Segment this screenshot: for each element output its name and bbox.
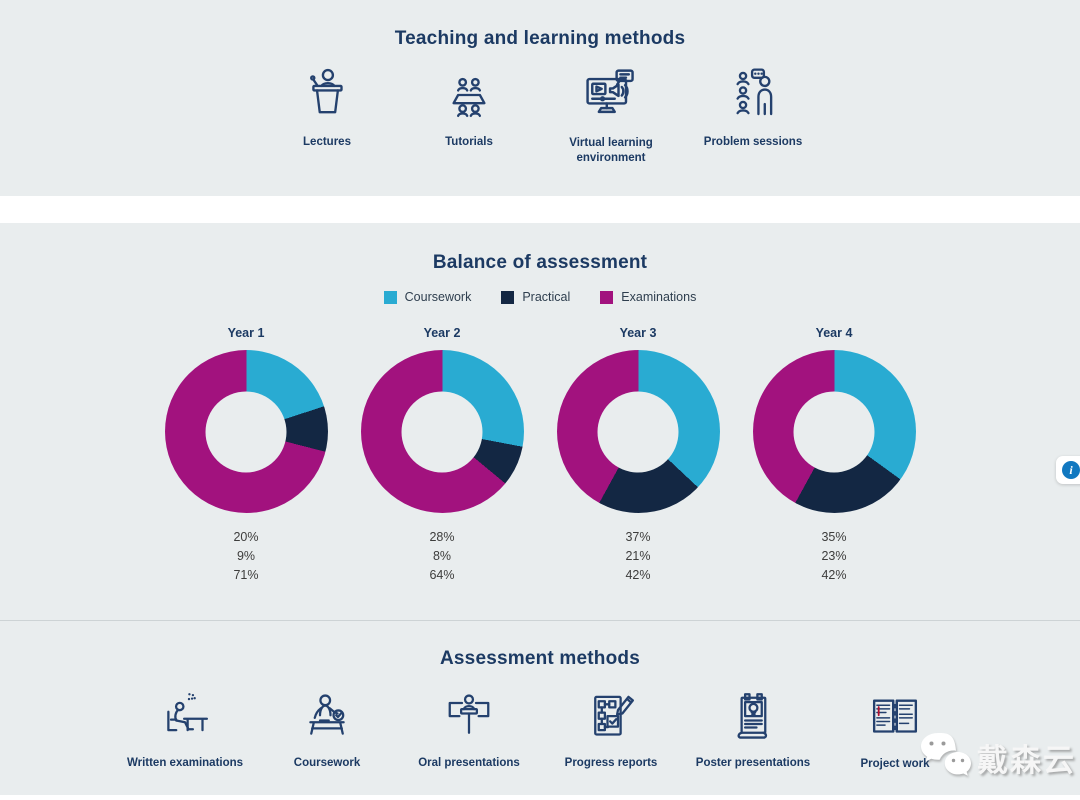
percent-practical: 9% xyxy=(236,549,256,563)
percent-practical: 23% xyxy=(821,549,847,563)
teaching-method-label: Tutorials xyxy=(445,136,493,148)
virtual-learning-environment-icon xyxy=(581,64,641,126)
legend-label: Coursework xyxy=(404,290,472,304)
donut-hole xyxy=(401,391,483,472)
donut-chart xyxy=(164,350,328,513)
problem-sessions-icon xyxy=(724,64,782,126)
assessment-method-label: Coursework xyxy=(293,757,361,769)
donut-chart-year-1: Year 1 20% 9% 71% xyxy=(148,326,344,585)
tutorials-icon xyxy=(440,64,498,126)
legend-label: Practical xyxy=(522,290,571,304)
percent-list: 28% 8% 64% xyxy=(344,528,540,585)
assessment-method-label: Written examinations xyxy=(126,757,244,769)
teaching-methods-list: Lectures Tutorials xyxy=(0,64,1080,166)
coursework-icon xyxy=(299,686,355,748)
chart-title: Year 1 xyxy=(227,326,265,340)
balance-of-assessment-section: Balance of assessment Coursework Practic… xyxy=(0,223,1080,621)
donut-hole xyxy=(793,391,875,472)
teaching-method-lectures: Lectures xyxy=(256,64,398,150)
written-examinations-icon xyxy=(157,686,213,748)
donut-hole xyxy=(597,391,679,472)
oral-presentations-icon xyxy=(441,686,497,748)
percent-examinations: 71% xyxy=(233,568,259,582)
legend-item-examinations: Examinations xyxy=(600,290,696,304)
percent-list: 37% 21% 42% xyxy=(540,528,736,585)
practical-swatch xyxy=(501,290,515,304)
info-icon[interactable]: i xyxy=(1062,461,1080,479)
examinations-swatch xyxy=(600,290,614,304)
balance-of-assessment-title: Balance of assessment xyxy=(432,252,648,273)
percent-examinations: 42% xyxy=(821,568,847,582)
donut-chart xyxy=(556,350,720,513)
assessment-method-poster-presentations: Poster presentations xyxy=(682,686,824,771)
assessment-method-project-work: Project work xyxy=(824,686,966,772)
chart-title: Year 2 xyxy=(423,326,461,340)
assessment-method-oral-presentations: Oral presentations xyxy=(398,686,540,771)
percent-coursework: 28% xyxy=(429,530,455,544)
assessment-method-label: Progress reports xyxy=(564,757,658,769)
donut-charts-row: Year 1 20% 9% 71% Year 2 28% 8% 64% Year xyxy=(0,326,1080,585)
percent-examinations: 42% xyxy=(625,568,651,582)
percent-list: 20% 9% 71% xyxy=(148,528,344,585)
donut-chart-year-4: Year 4 35% 23% 42% xyxy=(736,326,932,585)
teaching-method-label: Lectures xyxy=(303,136,351,148)
teaching-method-vle: Virtual learning environment xyxy=(540,64,682,166)
assessment-method-progress-reports: Progress reports xyxy=(540,686,682,771)
legend-label: Examinations xyxy=(621,290,697,304)
percent-coursework: 35% xyxy=(821,530,847,544)
chart-title: Year 3 xyxy=(619,326,657,340)
poster-presentations-icon xyxy=(725,686,781,748)
chart-legend: Coursework Practical Examinations xyxy=(0,290,1080,304)
donut-chart-year-2: Year 2 28% 8% 64% xyxy=(344,326,540,585)
donut-chart-year-3: Year 3 37% 21% 42% xyxy=(540,326,736,585)
legend-item-practical: Practical xyxy=(501,290,570,304)
assessment-methods-section: Assessment methods Written examinations xyxy=(0,621,1080,795)
project-work-icon xyxy=(866,686,924,748)
chart-title: Year 4 xyxy=(815,326,853,340)
lectures-icon xyxy=(298,64,356,126)
assessment-method-coursework: Coursework xyxy=(256,686,398,771)
teaching-methods-section: Teaching and learning methods Lectures xyxy=(0,0,1080,196)
assessment-methods-list: Written examinations Coursework xyxy=(0,686,1080,772)
percent-examinations: 64% xyxy=(429,568,455,582)
percent-list: 35% 23% 42% xyxy=(736,528,932,585)
teaching-method-label: Problem sessions xyxy=(703,136,803,148)
teaching-methods-title: Teaching and learning methods xyxy=(394,28,686,49)
coursework-swatch xyxy=(383,290,397,304)
percent-practical: 8% xyxy=(432,549,452,563)
assessment-method-label: Project work xyxy=(860,758,930,770)
teaching-method-problem-sessions: Problem sessions xyxy=(682,64,824,150)
donut-chart xyxy=(360,350,524,513)
progress-reports-icon xyxy=(583,686,639,748)
donut-hole xyxy=(205,391,287,472)
assessment-methods-title: Assessment methods xyxy=(439,648,640,669)
teaching-method-label: Virtual learning environment xyxy=(569,137,653,164)
assessment-method-label: Poster presentations xyxy=(695,757,811,769)
percent-coursework: 20% xyxy=(233,530,259,544)
legend-item-coursework: Coursework xyxy=(383,290,472,304)
percent-practical: 21% xyxy=(625,549,651,563)
assessment-method-written-examinations: Written examinations xyxy=(114,686,256,771)
donut-chart xyxy=(752,350,916,513)
teaching-method-tutorials: Tutorials xyxy=(398,64,540,150)
percent-coursework: 37% xyxy=(625,530,651,544)
info-button[interactable]: i xyxy=(1056,456,1080,484)
assessment-method-label: Oral presentations xyxy=(418,757,520,769)
